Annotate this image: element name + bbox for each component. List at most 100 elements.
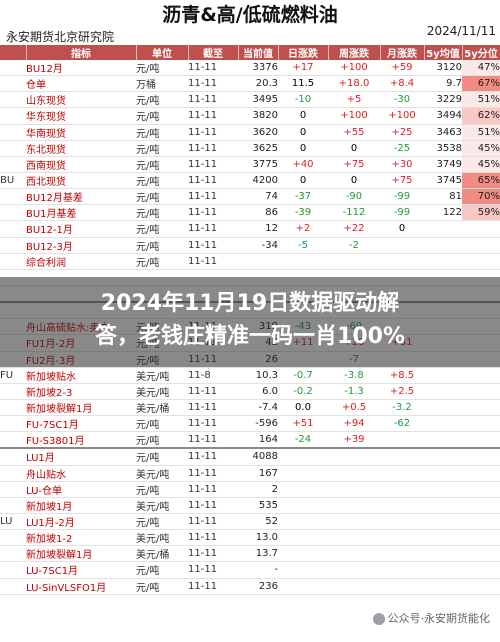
percentile-5y-cell: 45% [462,156,500,173]
header-date: 截至 [188,45,239,60]
value-cell: 6.0 [238,383,278,400]
percentile-5y-cell [462,399,500,417]
value-cell: 3620 [238,124,278,141]
table-row: 东北现货 元/吨 11-11 3625 0 0 -25 3538 45% [0,140,500,157]
group-label [0,561,26,579]
monthly-change-cell: -99 [380,204,424,222]
percentile-5y-cell [462,220,500,238]
daily-change-cell: -39 [278,204,328,222]
date-cell: 11-11 [188,447,238,466]
percentile-5y-cell [462,481,500,498]
daily-change-cell: 11.5 [278,75,328,93]
percentile-5y-cell [462,383,500,400]
daily-change-cell [278,253,328,270]
indicator-name: 西北现货 [26,172,136,190]
weekly-change-cell: +22 [328,220,380,238]
daily-change-cell: -0.7 [278,367,328,384]
daily-change-cell [278,513,328,531]
table-row: LU-7SC1月 元/吨 11-11- [0,561,500,579]
indicator-name: 东北现货 [26,140,136,157]
weekly-change-cell: +100 [328,60,380,77]
unit-cell: 元/吨 [136,220,188,238]
group-label [0,60,26,77]
unit-cell: 元/吨 [136,204,188,222]
unit-cell: 元/吨 [136,156,188,173]
report-title: 沥青&高/低硫燃料油 [162,4,338,26]
unit-cell: 元/吨 [136,91,188,109]
daily-change-cell [278,545,328,563]
weekly-change-cell: +39 [328,431,380,449]
table-header-row: 指标 单位 截至 当前值 日涨跌 周涨跌 月涨跌 5y均值 5y分位 [0,45,500,60]
indicator-name: 仓单 [26,75,136,93]
mean-5y-cell [424,481,462,498]
mean-5y-cell: 81 [424,188,462,206]
value-cell: 164 [238,431,278,449]
percentile-5y-cell [462,253,500,270]
indicator-name: 新加坡2-3 [26,383,136,400]
table-row: 新加坡1-2 美元/吨 11-11 13.0 [0,529,500,547]
unit-cell: 美元/吨 [136,529,188,547]
value-cell: 52 [238,513,278,531]
value-cell: 3625 [238,140,278,157]
date-cell: 11-11 [188,465,238,482]
monthly-change-cell: +25 [380,124,424,141]
weekly-change-cell [328,513,380,531]
group-label [0,156,26,173]
table-row: FU 新加坡贴水 美元/吨 11-8 10.3 -0.7 -3.8 +8.5 [0,367,500,384]
percentile-5y-cell: 67% [462,75,500,93]
table-row: FU-7SC1月 元/吨 11-11 -596 +51 +94 -62 [0,415,500,433]
date-cell: 11-11 [188,91,238,109]
table-row: 综合利润 元/吨 11-11 [0,253,500,270]
weekly-change-cell: -1.3 [328,383,380,400]
weekly-change-cell: +75 [328,156,380,173]
monthly-change-cell [380,481,424,498]
date-cell: 11-11 [188,220,238,238]
unit-cell: 美元/吨 [136,465,188,482]
unit-cell: 元/吨 [136,107,188,125]
monthly-change-cell [380,513,424,531]
monthly-change-cell [380,465,424,482]
group-label [0,188,26,206]
mean-5y-cell [424,220,462,238]
value-cell: 4088 [238,447,278,466]
percentile-5y-cell: 51% [462,91,500,109]
weekly-change-cell [328,578,380,595]
monthly-change-cell: +75 [380,172,424,190]
unit-cell: 元/吨 [136,188,188,206]
monthly-change-cell [380,529,424,547]
table-row: 华东现货 元/吨 11-11 3820 0 +100 +100 3494 62% [0,107,500,125]
group-label [0,75,26,93]
table-row: BU 西北现货 元/吨 11-11 4200 0 0 +75 3745 65% [0,172,500,190]
unit-cell: 美元/桶 [136,545,188,563]
indicator-name: LU-仓单 [26,481,136,498]
indicator-name: FU-S3801月 [26,431,136,449]
indicator-name: BU1月基差 [26,204,136,222]
weekly-change-cell: +55 [328,124,380,141]
indicator-name: 新加坡裂解1月 [26,545,136,563]
value-cell: 167 [238,465,278,482]
indicator-name: 新加坡1月 [26,497,136,514]
group-label [0,237,26,254]
table-row: 新加坡裂解1月 美元/桶 11-11 -7.4 0.0 +0.5 -3.2 [0,399,500,417]
date-cell: 11-11 [188,253,238,270]
group-label [0,465,26,482]
overlay-banner-text: 2024年11月19日数据驱动解 答，老钱庄精准一码一肖100% [0,287,500,353]
value-cell: 12 [238,220,278,238]
group-label [0,220,26,238]
group-label [0,124,26,141]
percentile-5y-cell: 70% [462,188,500,206]
percentile-5y-cell [462,367,500,384]
daily-change-cell: -37 [278,188,328,206]
indicator-name: BU12-3月 [26,237,136,254]
value-cell: 3775 [238,156,278,173]
date-cell: 11-11 [188,140,238,157]
weekly-change-cell [328,497,380,514]
indicator-name: BU12月 [26,60,136,77]
unit-cell: 元/吨 [136,447,188,466]
indicator-name: 山东现货 [26,91,136,109]
percentile-5y-cell: 51% [462,124,500,141]
percentile-5y-cell [462,415,500,433]
date-cell: 11-11 [188,561,238,579]
daily-change-cell: +40 [278,156,328,173]
value-cell: 4200 [238,172,278,190]
